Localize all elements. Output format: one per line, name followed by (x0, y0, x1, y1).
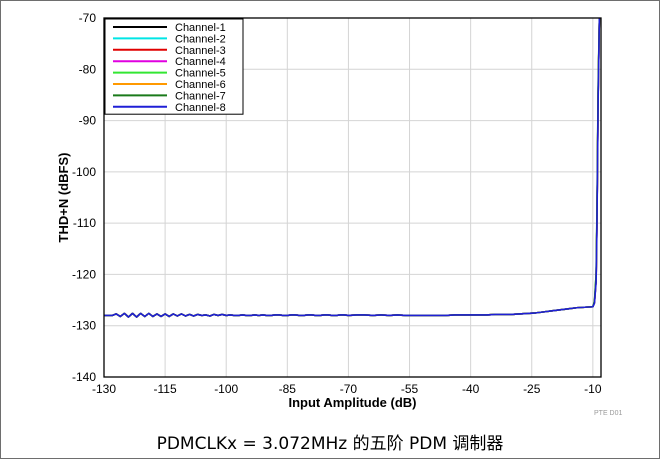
x-tick-label: -40 (462, 382, 480, 396)
x-tick-label: -25 (523, 382, 541, 396)
x-tick-label: -115 (154, 382, 177, 396)
y-tick-label: -90 (79, 114, 97, 128)
legend-label: Channel-2 (175, 33, 226, 45)
x-tick-label: -85 (279, 382, 297, 396)
x-tick-label: -70 (340, 382, 358, 396)
legend-label: Channel-1 (175, 22, 226, 34)
legend-label: Channel-5 (175, 68, 226, 80)
legend-label: Channel-7 (175, 90, 226, 102)
x-tick-label: -10 (584, 382, 602, 396)
y-tick-label: -80 (79, 62, 97, 76)
series-line-8 (104, 17, 601, 318)
x-tick-label: -55 (401, 382, 419, 396)
x-tick-label: -130 (92, 382, 116, 396)
series-lines (104, 17, 601, 318)
y-tick-label: -70 (79, 11, 97, 25)
y-tick-label: -100 (72, 165, 96, 179)
y-tick-label: -120 (72, 267, 96, 281)
y-tick-label: -130 (72, 319, 96, 333)
y-axis-title: THD+N (dBFS) (56, 153, 71, 243)
legend-box (104, 18, 244, 115)
x-axis-title: Input Amplitude (dB) (288, 395, 416, 410)
legend-label: Channel-8 (175, 102, 226, 114)
legend-label: Channel-6 (175, 79, 226, 91)
figure-caption: PDMCLKx = 3.072MHz 的五阶 PDM 调制器 (156, 434, 504, 454)
y-tick-label: -140 (72, 370, 96, 384)
x-tick-label: -100 (214, 382, 238, 396)
axis-ticks: -130 -115 -100 -85 -70 -55 -40 -25 -10-140-130-1… (72, 11, 602, 396)
watermark: PTE D01 (594, 410, 623, 417)
legend-label: Channel-3 (175, 45, 226, 57)
legend: Channel-1Channel-2Channel-3Channel-4Chan… (104, 18, 244, 115)
y-tick-label: -110 (73, 216, 96, 230)
legend-label: Channel-4 (175, 56, 226, 68)
plot-area-frame (103, 17, 602, 378)
